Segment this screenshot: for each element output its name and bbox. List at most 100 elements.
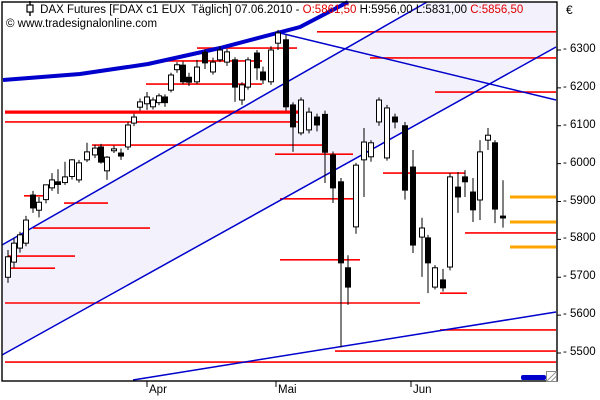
price-axis-label: - 5900 xyxy=(563,194,596,207)
candle-down[interactable] xyxy=(98,146,104,163)
candle-down[interactable] xyxy=(180,64,186,83)
candle-up[interactable] xyxy=(76,162,82,181)
candle-up[interactable] xyxy=(156,95,162,104)
candle-up[interactable] xyxy=(111,148,117,152)
candle-up[interactable] xyxy=(275,32,281,44)
candle-down[interactable] xyxy=(330,154,336,189)
candle-up[interactable] xyxy=(150,99,156,108)
candle-up[interactable] xyxy=(125,124,131,148)
candle-up[interactable] xyxy=(36,201,42,211)
candle-up[interactable] xyxy=(485,134,491,141)
candle-up[interactable] xyxy=(368,142,374,158)
candle-down[interactable] xyxy=(410,166,416,246)
time-axis-label-jun: Jun xyxy=(413,384,432,396)
candle-up[interactable] xyxy=(353,164,359,228)
candle-down[interactable] xyxy=(232,59,238,88)
candle-down[interactable] xyxy=(30,194,36,209)
candle-up[interactable] xyxy=(194,66,200,83)
candle-down[interactable] xyxy=(260,71,266,81)
candle-down[interactable] xyxy=(118,152,124,157)
candle-up[interactable] xyxy=(384,107,390,159)
candle-up[interactable] xyxy=(245,59,251,88)
candle-up[interactable] xyxy=(131,116,137,124)
price-axis-label: - 5500 xyxy=(563,346,596,358)
currency-symbol: € xyxy=(566,3,573,17)
time-axis-label-mai: Mai xyxy=(278,384,297,396)
falling-resistance-line[interactable] xyxy=(279,32,557,101)
instrument-title: DAX Futures [FDAX c1 EUX Täglich] 07.06.… xyxy=(40,4,303,16)
close-value: C:5856,50 xyxy=(470,4,524,16)
candle-up[interactable] xyxy=(69,159,75,178)
low-value: L:5831,00 xyxy=(415,4,471,16)
shallow-bottom-trend-line[interactable] xyxy=(132,311,557,381)
candle-up[interactable] xyxy=(84,151,90,161)
plot-frame xyxy=(1,1,558,382)
candle-down[interactable] xyxy=(186,76,192,83)
price-axis-label: - 6100 xyxy=(563,118,596,131)
candle-up[interactable] xyxy=(49,179,55,189)
candle-down[interactable] xyxy=(55,181,61,185)
candle-up[interactable] xyxy=(23,219,29,244)
candle-up[interactable] xyxy=(5,256,11,278)
candle-down[interactable] xyxy=(290,104,296,128)
candle-up[interactable] xyxy=(104,156,110,172)
open-value: O:5861,50 xyxy=(302,4,360,16)
copyright-icon: © xyxy=(6,18,15,30)
watermark: © www.tradesignalonline.com xyxy=(6,17,157,31)
candle-down[interactable] xyxy=(345,267,351,288)
candle-up[interactable] xyxy=(361,141,367,161)
candle-down[interactable] xyxy=(162,96,168,104)
time-axis-label-apr: Apr xyxy=(149,384,167,396)
rising-support-upper-line[interactable] xyxy=(1,1,428,246)
watermark-url: www.tradesignalonline.com xyxy=(14,18,158,30)
price-axis-label: - 5600 xyxy=(563,308,596,321)
candle-down[interactable] xyxy=(314,116,320,126)
candle-up[interactable] xyxy=(210,61,216,73)
chart-title-bar: DAX Futures [FDAX c1 EUX Täglich] 07.06.… xyxy=(6,1,524,17)
candle-down[interactable] xyxy=(440,279,446,289)
candle-down[interactable] xyxy=(500,215,506,219)
thick-rising-average-line[interactable] xyxy=(2,0,349,82)
candle-down[interactable] xyxy=(283,39,289,108)
candles[interactable] xyxy=(5,29,506,348)
candle-up[interactable] xyxy=(432,267,438,288)
candle-up[interactable] xyxy=(224,51,230,63)
candle-up[interactable] xyxy=(419,227,425,238)
resize-grip-icon[interactable] xyxy=(546,371,557,382)
candle-up[interactable] xyxy=(17,234,23,249)
candle-down[interactable] xyxy=(322,113,328,153)
candle-down[interactable] xyxy=(254,52,260,69)
candle-up[interactable] xyxy=(11,242,17,263)
horizontal-scrollbar-thumb[interactable] xyxy=(521,375,546,380)
candle-up[interactable] xyxy=(268,49,274,83)
candle-up[interactable] xyxy=(298,99,304,134)
candle-up[interactable] xyxy=(62,176,68,184)
candle-down[interactable] xyxy=(455,186,461,198)
trendlines[interactable] xyxy=(1,0,557,381)
candle-up[interactable] xyxy=(174,64,180,71)
candle-down[interactable] xyxy=(338,181,344,264)
candle-down[interactable] xyxy=(492,142,498,210)
target-level-lines[interactable] xyxy=(510,195,556,249)
candle-up[interactable] xyxy=(144,96,150,105)
candle-up[interactable] xyxy=(376,99,382,123)
candle-up[interactable] xyxy=(217,49,223,61)
candle-up[interactable] xyxy=(447,176,453,268)
candle-up[interactable] xyxy=(137,101,143,108)
candle-up[interactable] xyxy=(43,184,49,201)
candle-down[interactable] xyxy=(462,176,468,183)
candle-up[interactable] xyxy=(239,84,245,101)
candle-up[interactable] xyxy=(306,111,312,131)
price-axis-label: - 5800 xyxy=(563,232,596,245)
candle-down[interactable] xyxy=(402,125,408,191)
candle-up[interactable] xyxy=(477,151,483,201)
candle-down[interactable] xyxy=(425,237,431,264)
price-axis-label: - 6300 xyxy=(563,43,596,55)
candle-down[interactable] xyxy=(392,116,398,123)
candle-up[interactable] xyxy=(168,74,174,91)
candle-down[interactable] xyxy=(470,191,476,211)
candle-down[interactable] xyxy=(202,51,208,64)
rising-support-lower-line[interactable] xyxy=(1,46,557,356)
candle-up[interactable] xyxy=(92,147,98,156)
